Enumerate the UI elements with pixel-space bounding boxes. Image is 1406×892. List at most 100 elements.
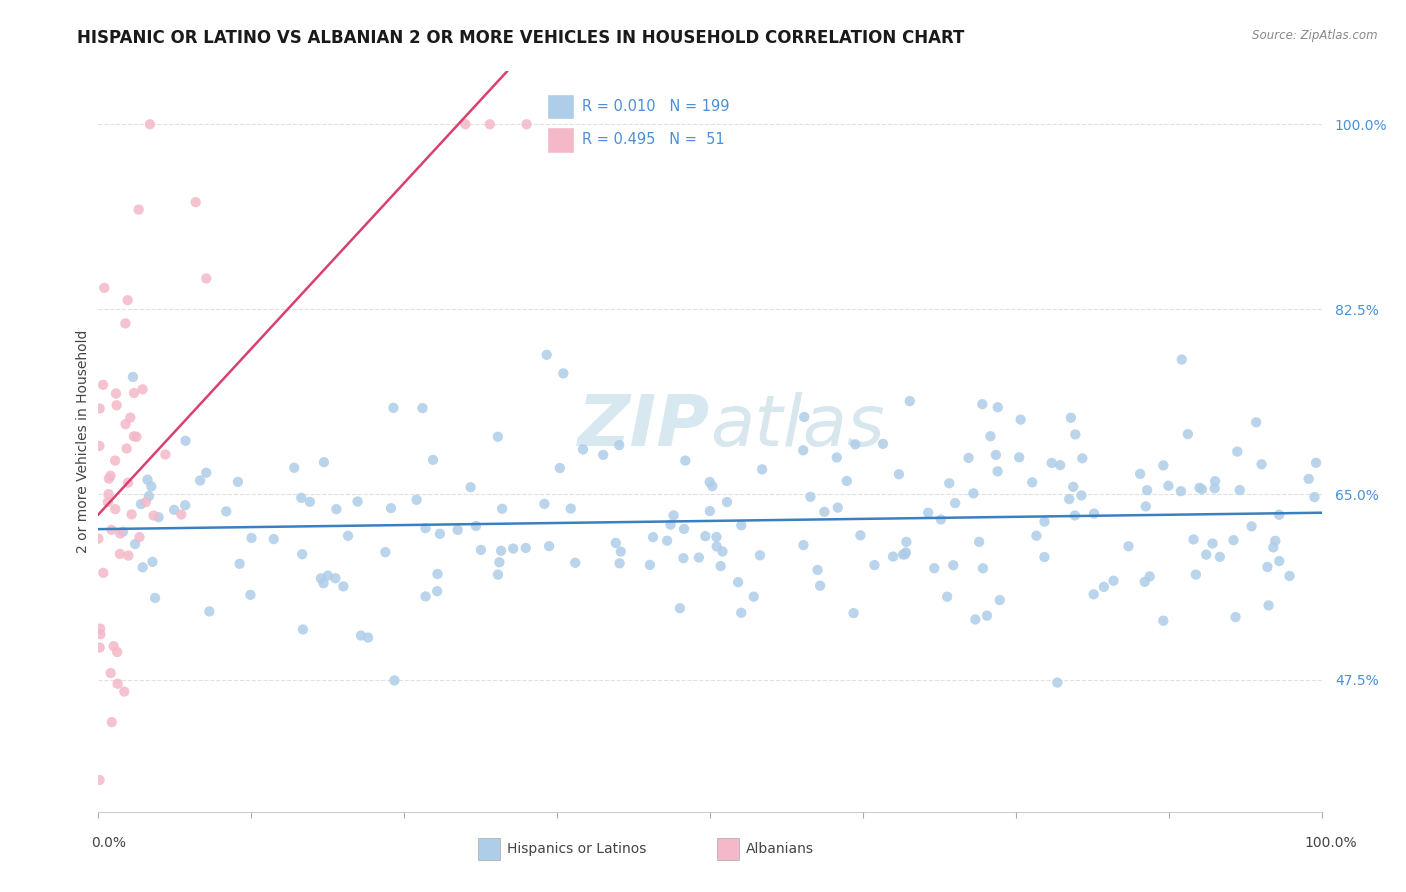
Point xyxy=(240,531,263,545)
Point xyxy=(1204,481,1226,495)
Point xyxy=(91,377,114,392)
Point xyxy=(100,715,122,730)
Point xyxy=(1118,539,1140,553)
Point xyxy=(936,590,959,604)
Point xyxy=(609,556,631,570)
Point xyxy=(702,479,724,493)
Point xyxy=(965,612,987,626)
Point xyxy=(688,550,710,565)
Point xyxy=(872,437,894,451)
Point xyxy=(148,510,170,524)
Point xyxy=(143,591,166,605)
Point xyxy=(291,547,314,561)
Point xyxy=(89,640,111,655)
Point xyxy=(97,472,120,486)
Point xyxy=(673,522,696,536)
Point xyxy=(142,508,165,523)
Point xyxy=(560,501,582,516)
Point xyxy=(1135,500,1157,514)
Point xyxy=(117,475,139,490)
Point xyxy=(967,534,990,549)
Point xyxy=(749,549,772,563)
Point xyxy=(706,530,728,544)
Point xyxy=(1021,475,1043,490)
Point xyxy=(957,450,980,465)
Point xyxy=(337,529,360,543)
Point xyxy=(1102,574,1125,588)
Point xyxy=(792,538,814,552)
Point xyxy=(893,548,915,562)
Point xyxy=(972,397,994,411)
Point xyxy=(607,438,630,452)
Point xyxy=(91,566,114,580)
Point xyxy=(124,537,146,551)
Point xyxy=(111,524,134,539)
Text: Source: ZipAtlas.com: Source: ZipAtlas.com xyxy=(1253,29,1378,42)
Point xyxy=(384,673,406,688)
Point xyxy=(711,544,734,558)
Point xyxy=(1209,549,1232,564)
Point xyxy=(1139,569,1161,583)
Point xyxy=(938,476,960,491)
Point xyxy=(924,561,946,575)
Point xyxy=(141,479,163,493)
Point xyxy=(515,541,537,555)
Point xyxy=(325,502,347,516)
Point xyxy=(849,528,872,542)
Point xyxy=(515,117,537,131)
Point xyxy=(917,506,939,520)
Point xyxy=(835,474,858,488)
Point xyxy=(564,556,586,570)
Point xyxy=(454,117,477,131)
Point xyxy=(572,442,595,457)
Point xyxy=(215,504,238,518)
Point xyxy=(188,474,211,488)
Point xyxy=(426,567,449,582)
Point xyxy=(1240,519,1263,533)
Point xyxy=(1133,574,1156,589)
Point xyxy=(825,450,848,465)
Point xyxy=(89,439,111,453)
Point xyxy=(125,430,148,444)
Point xyxy=(641,530,664,544)
Point xyxy=(987,464,1010,478)
Point xyxy=(426,584,449,599)
Point xyxy=(100,666,122,681)
Point xyxy=(1250,457,1272,471)
Point xyxy=(89,622,111,636)
Point xyxy=(429,526,451,541)
Point xyxy=(1298,472,1320,486)
Text: 0.0%: 0.0% xyxy=(91,836,127,850)
Point xyxy=(979,429,1001,443)
Point xyxy=(89,401,111,416)
Point xyxy=(638,558,661,572)
Point xyxy=(1083,507,1105,521)
Point xyxy=(896,534,918,549)
Point xyxy=(114,417,136,431)
Point xyxy=(316,568,339,582)
Point xyxy=(228,557,250,571)
Point xyxy=(655,533,678,548)
Point xyxy=(672,551,695,566)
Point xyxy=(1083,587,1105,601)
Point xyxy=(751,462,773,476)
Point xyxy=(887,467,910,482)
Point xyxy=(1182,533,1205,547)
Point xyxy=(298,495,321,509)
Point xyxy=(104,453,127,467)
Point xyxy=(942,558,965,573)
Point xyxy=(1195,548,1218,562)
Point xyxy=(478,117,501,131)
Point xyxy=(135,495,157,509)
Point xyxy=(105,645,128,659)
Point xyxy=(1046,675,1069,690)
Point xyxy=(1226,444,1249,458)
Point xyxy=(1062,480,1084,494)
Point xyxy=(863,558,886,572)
Point xyxy=(710,559,733,574)
Point xyxy=(380,501,402,516)
Point xyxy=(163,503,186,517)
Point xyxy=(309,571,332,585)
Point xyxy=(1049,458,1071,472)
Point xyxy=(89,627,111,641)
